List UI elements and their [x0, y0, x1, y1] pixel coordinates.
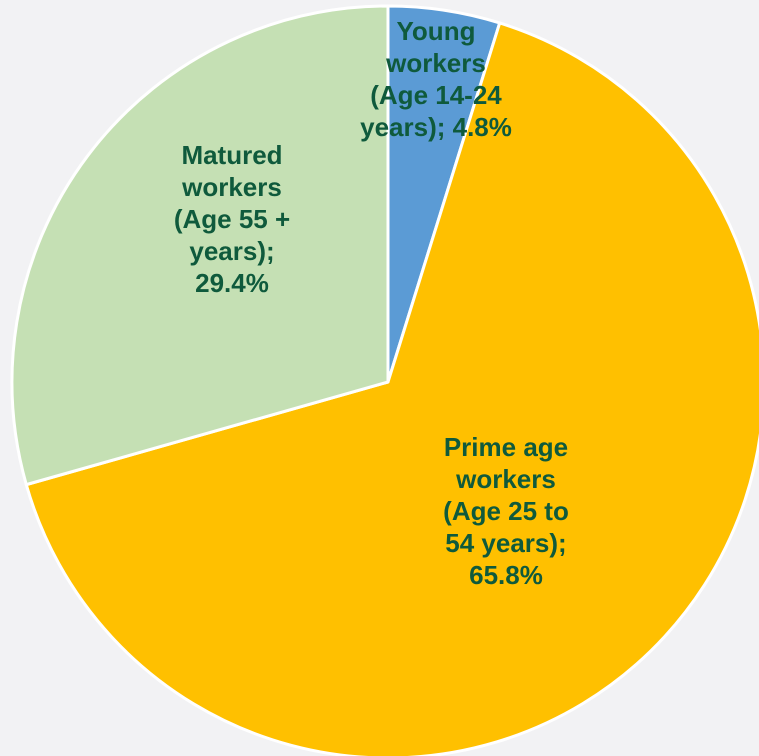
- pie-slice-label-line: workers: [385, 48, 486, 78]
- pie-slice-2: [10, 4, 390, 487]
- pie-slice-label-line: years);: [189, 236, 274, 266]
- pie-slice-label-line: 65.8%: [469, 560, 543, 590]
- pie-slice-label-line: workers: [455, 464, 556, 494]
- pie-slice-label-line: (Age 14-24: [370, 80, 502, 110]
- pie-slice-label-line: 54 years);: [445, 528, 566, 558]
- pie-slice-1: [24, 21, 759, 756]
- pie-slice-label-line: Matured: [181, 140, 282, 170]
- pie-slice-label-1: Prime age workers (Age 25 to 54 years); 65.8…: [443, 432, 569, 590]
- pie-slice-label-line: (Age 55 +: [174, 204, 290, 234]
- pie-labels: Young workers (Age 14-24 years); 4.8%Prime …: [174, 16, 569, 590]
- pie-slice-label-line: workers: [181, 172, 282, 202]
- pie-slice-label-line: Prime age: [444, 432, 568, 462]
- pie-slices: [10, 4, 759, 756]
- pie-slice-label-line: 29.4%: [195, 268, 269, 298]
- pie-slice-label-0: Young workers (Age 14-24 years); 4.8%: [360, 16, 512, 142]
- pie-slice-label-line: years); 4.8%: [360, 112, 512, 142]
- pie-slice-label-line: (Age 25 to: [443, 496, 569, 526]
- pie-slice-label-line: Young: [397, 16, 476, 46]
- pie-slice-label-2: Matured workers (Age 55 + years); 29.4%: [174, 140, 290, 298]
